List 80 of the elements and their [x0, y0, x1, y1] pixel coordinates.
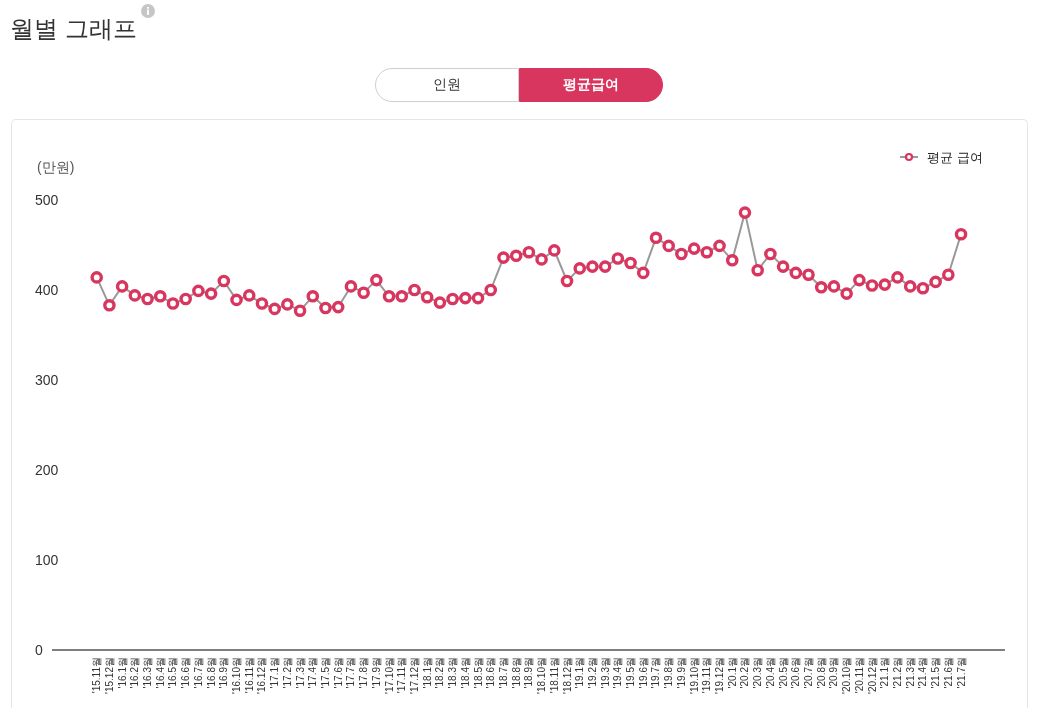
x-tick-label: '16.7월 [192, 657, 204, 689]
x-tick-label: '16.1월 [116, 657, 128, 689]
x-tick-label: '18.10월 [536, 657, 548, 694]
y-tick-label: 200 [35, 462, 59, 478]
x-tick-label: '18.6월 [485, 657, 497, 689]
x-tick-label: '18.9월 [523, 657, 535, 689]
x-tick-label: '16.4월 [154, 657, 166, 689]
x-tick-label: '21.4월 [917, 657, 929, 689]
x-tick-label: '19.4월 [612, 657, 624, 689]
x-tick-label: '16.11월 [243, 657, 255, 694]
y-tick-label: 300 [35, 372, 59, 388]
x-tick-label: '20.11월 [853, 657, 865, 694]
x-tick-label: '18.1월 [421, 657, 433, 689]
y-tick-label: 0 [35, 642, 43, 658]
x-tick-label: '19.11월 [701, 657, 713, 694]
x-tick-label: '21.5월 [930, 657, 942, 689]
x-tick-label: '16.10월 [231, 657, 243, 694]
toggle-button: 인원 [375, 68, 519, 102]
x-tick-label: '19.12월 [714, 657, 726, 694]
x-tick-label: '18.3월 [447, 657, 459, 689]
x-tick-label: '19.1월 [574, 657, 586, 689]
x-tick-label: '19.8월 [663, 657, 675, 689]
x-tick-label: '21.3월 [904, 657, 916, 689]
y-tick-label: 100 [35, 552, 59, 568]
x-tick-label: '17.2월 [281, 657, 293, 689]
x-tick-label: '15.11월 [91, 657, 103, 694]
toggle-button: 평균급여 [518, 68, 663, 102]
x-tick-label: '20.6월 [790, 657, 802, 689]
x-tick-label: '16.8월 [205, 657, 217, 689]
x-tick-label: '21.1월 [879, 657, 891, 689]
x-tick-label: '20.5월 [777, 657, 789, 689]
x-tick-label: '17.5월 [320, 657, 331, 689]
x-tick-label: '16.3월 [142, 657, 154, 689]
x-tick-label: '16.9월 [218, 657, 230, 689]
x-tick-label: '19.6월 [637, 657, 649, 689]
x-tick-label: '19.9월 [675, 657, 687, 689]
y-tick-label: 400 [35, 282, 59, 298]
x-tick-label: '19.7월 [650, 657, 662, 689]
y-tick-label: 500 [35, 192, 59, 208]
x-tick-label: '20.4월 [764, 657, 776, 689]
x-tick-label: '18.4월 [459, 657, 471, 689]
x-tick-label: '17.6월 [332, 657, 344, 689]
x-tick-label: '20.7월 [803, 657, 815, 689]
x-tick-label: '19.10월 [688, 657, 700, 694]
x-tick-label: '20.3월 [752, 657, 764, 689]
x-tick-label: '18.5월 [472, 657, 484, 689]
x-tick-label: '21.7월 [955, 657, 967, 689]
x-tick-label: '20.2월 [739, 657, 751, 689]
x-tick-label: '17.1월 [269, 657, 281, 689]
x-tick-label: '16.12월 [256, 657, 268, 694]
x-tick-label: '17.12월 [408, 657, 420, 694]
x-tick-label: '16.5월 [167, 657, 179, 689]
x-tick-label: '21.6월 [942, 657, 954, 689]
x-tick-label: '17.3월 [294, 657, 306, 689]
legend-label: 평균 급여 [927, 150, 983, 165]
x-tick-label: '16.2월 [129, 657, 141, 689]
x-tick-label: '18.8월 [510, 657, 522, 689]
x-tick-label: '20.12월 [866, 657, 878, 694]
x-tick-label: '18.12월 [561, 657, 573, 694]
x-tick-label: '18.2월 [434, 657, 446, 689]
x-tick-label: '17.10월 [383, 657, 395, 694]
x-tick-label: '16.6월 [180, 657, 192, 689]
x-tick-label: '19.5월 [625, 657, 637, 689]
x-tick-label: '20.9월 [828, 657, 840, 689]
x-tick-label: '21.2월 [891, 657, 903, 689]
x-tick-label: '17.4월 [307, 657, 319, 689]
x-tick-label: '17.11월 [396, 657, 408, 694]
x-tick-label: '18.11월 [548, 657, 560, 694]
x-tick-label: '19.2월 [586, 657, 598, 689]
x-tick-label: '15.12월 [103, 657, 115, 694]
y-axis-title: (만원) [37, 159, 75, 175]
x-tick-label: '18.7월 [497, 657, 509, 689]
x-tick-label: '20.1월 [726, 657, 738, 689]
x-tick-label: '19.3월 [599, 657, 611, 689]
chart-title: 월별 그래프 [10, 14, 137, 44]
x-tick-label: '20.10월 [841, 657, 853, 694]
x-tick-label: '20.8월 [815, 657, 827, 689]
x-tick-label: '17.9월 [370, 657, 382, 689]
x-tick-label: '17.8월 [358, 657, 370, 689]
x-tick-label: '17.7월 [345, 657, 357, 689]
